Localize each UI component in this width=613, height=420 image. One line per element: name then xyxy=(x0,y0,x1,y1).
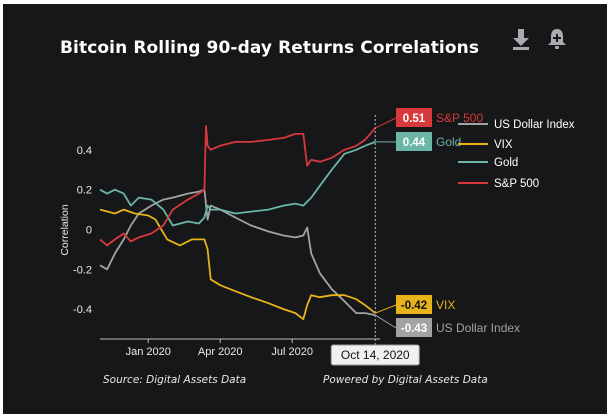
end-value-label: -0.43 xyxy=(401,323,427,335)
x-tick-label: Jan 2020 xyxy=(126,346,171,358)
end-label-connector xyxy=(375,117,397,129)
end-label-connector xyxy=(374,314,397,329)
y-axis-title: Correlation xyxy=(59,204,71,256)
axes: Correlation xyxy=(59,204,380,340)
legend-item-label[interactable]: US Dollar Index xyxy=(494,119,575,131)
end-series-name: S&P 500 xyxy=(436,111,483,125)
end-value-label: -0.42 xyxy=(401,300,427,312)
end-value-box xyxy=(396,132,432,151)
end-value-box xyxy=(396,318,432,337)
series-line-us-dollar-index xyxy=(99,188,376,316)
x-tick-label: Apr 2020 xyxy=(198,346,243,358)
series-line-s-p-500 xyxy=(99,125,376,247)
end-series-name: US Dollar Index xyxy=(436,321,520,335)
y-tick-label: -0.2 xyxy=(73,264,92,276)
y-tick-label: 0.2 xyxy=(77,185,92,197)
x-tick-label: Jul 2020 xyxy=(271,346,313,358)
end-series-name: VIX xyxy=(436,298,455,312)
legend-item-label[interactable]: VIX xyxy=(494,139,513,151)
legend-item-label[interactable]: S&P 500 xyxy=(494,178,539,190)
chart-card xyxy=(3,4,607,414)
y-tick-label: 0.4 xyxy=(77,145,92,157)
crosshair-date-label: Oct 14, 2020 xyxy=(341,348,410,362)
series-line-vix xyxy=(99,208,376,321)
chart-title: Bitcoin Rolling 90-day Returns Correlati… xyxy=(60,38,480,58)
source-note: Source: Digital Assets Data xyxy=(103,374,247,386)
download-icon[interactable] xyxy=(508,26,534,52)
end-series-name: Gold xyxy=(436,135,461,149)
series-line-gold xyxy=(99,141,376,227)
crosshair-date-box xyxy=(330,344,420,366)
legend-item-label[interactable]: Gold xyxy=(494,157,518,169)
y-tick-label: 0 xyxy=(86,224,92,236)
end-value-label: 0.51 xyxy=(403,113,426,125)
add-alert-icon[interactable] xyxy=(544,26,570,52)
end-value-label: 0.44 xyxy=(403,137,426,149)
end-value-box xyxy=(396,108,432,127)
end-value-box xyxy=(396,295,432,314)
end-label-connector xyxy=(375,304,397,314)
y-tick-label: -0.4 xyxy=(73,304,92,316)
powered-by-note: Powered by Digital Assets Data xyxy=(323,374,488,386)
